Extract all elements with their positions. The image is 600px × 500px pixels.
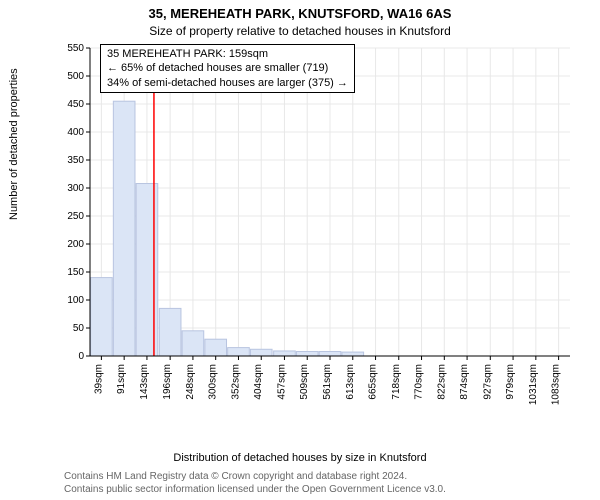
attribution-line-2: Contains public sector information licen… <box>64 483 580 496</box>
chart-svg: 0 50 100 150 200 250 300 350 400 450 500 550 39sqm 91… <box>64 44 574 414</box>
svg-text:718sqm: 718sqm <box>391 364 402 400</box>
svg-text:39sqm: 39sqm <box>93 364 104 394</box>
svg-text:100: 100 <box>67 295 84 306</box>
svg-text:500: 500 <box>67 71 84 82</box>
y-axis-label: Number of detached properties <box>8 68 20 220</box>
svg-text:150: 150 <box>67 267 84 278</box>
attribution-line-1: Contains HM Land Registry data © Crown c… <box>64 470 580 483</box>
svg-text:927sqm: 927sqm <box>482 364 493 400</box>
plot-area: 0 50 100 150 200 250 300 350 400 450 500 550 39sqm 91… <box>64 44 574 414</box>
svg-text:1031sqm: 1031sqm <box>528 364 539 405</box>
svg-text:143sqm: 143sqm <box>139 364 150 400</box>
svg-text:91sqm: 91sqm <box>116 364 127 394</box>
svg-text:450: 450 <box>67 99 84 110</box>
svg-text:350: 350 <box>67 155 84 166</box>
svg-text:300sqm: 300sqm <box>208 364 219 400</box>
svg-text:300: 300 <box>67 183 84 194</box>
svg-text:352sqm: 352sqm <box>230 364 241 400</box>
svg-text:400: 400 <box>67 127 84 138</box>
svg-text:250: 250 <box>67 211 84 222</box>
svg-text:404sqm: 404sqm <box>253 364 264 400</box>
svg-text:822sqm: 822sqm <box>436 364 447 400</box>
svg-text:550: 550 <box>67 44 84 54</box>
x-axis-label: Distribution of detached houses by size … <box>0 452 600 464</box>
svg-text:561sqm: 561sqm <box>322 364 333 400</box>
svg-text:613sqm: 613sqm <box>345 364 356 400</box>
svg-text:0: 0 <box>78 351 84 362</box>
annotation-box: 35 MEREHEATH PARK: 159sqm ← 65% of detac… <box>100 44 355 93</box>
svg-text:979sqm: 979sqm <box>505 364 516 400</box>
svg-text:665sqm: 665sqm <box>368 364 379 400</box>
annotation-line-3: 34% of semi-detached houses are larger (… <box>107 76 348 90</box>
svg-text:248sqm: 248sqm <box>185 364 196 400</box>
svg-text:196sqm: 196sqm <box>162 364 173 400</box>
attribution: Contains HM Land Registry data © Crown c… <box>64 470 580 496</box>
svg-text:1083sqm: 1083sqm <box>551 364 562 405</box>
chart-title-2: Size of property relative to detached ho… <box>0 24 600 38</box>
annotation-line-1: 35 MEREHEATH PARK: 159sqm <box>107 47 348 61</box>
svg-text:874sqm: 874sqm <box>459 364 470 400</box>
annotation-line-2: ← 65% of detached houses are smaller (71… <box>107 61 348 75</box>
chart-container: 35, MEREHEATH PARK, KNUTSFORD, WA16 6AS … <box>0 0 600 500</box>
svg-text:200: 200 <box>67 239 84 250</box>
svg-text:770sqm: 770sqm <box>414 364 425 400</box>
svg-text:457sqm: 457sqm <box>276 364 287 400</box>
svg-text:50: 50 <box>73 323 85 334</box>
chart-title-1: 35, MEREHEATH PARK, KNUTSFORD, WA16 6AS <box>0 6 600 21</box>
svg-text:509sqm: 509sqm <box>299 364 310 400</box>
